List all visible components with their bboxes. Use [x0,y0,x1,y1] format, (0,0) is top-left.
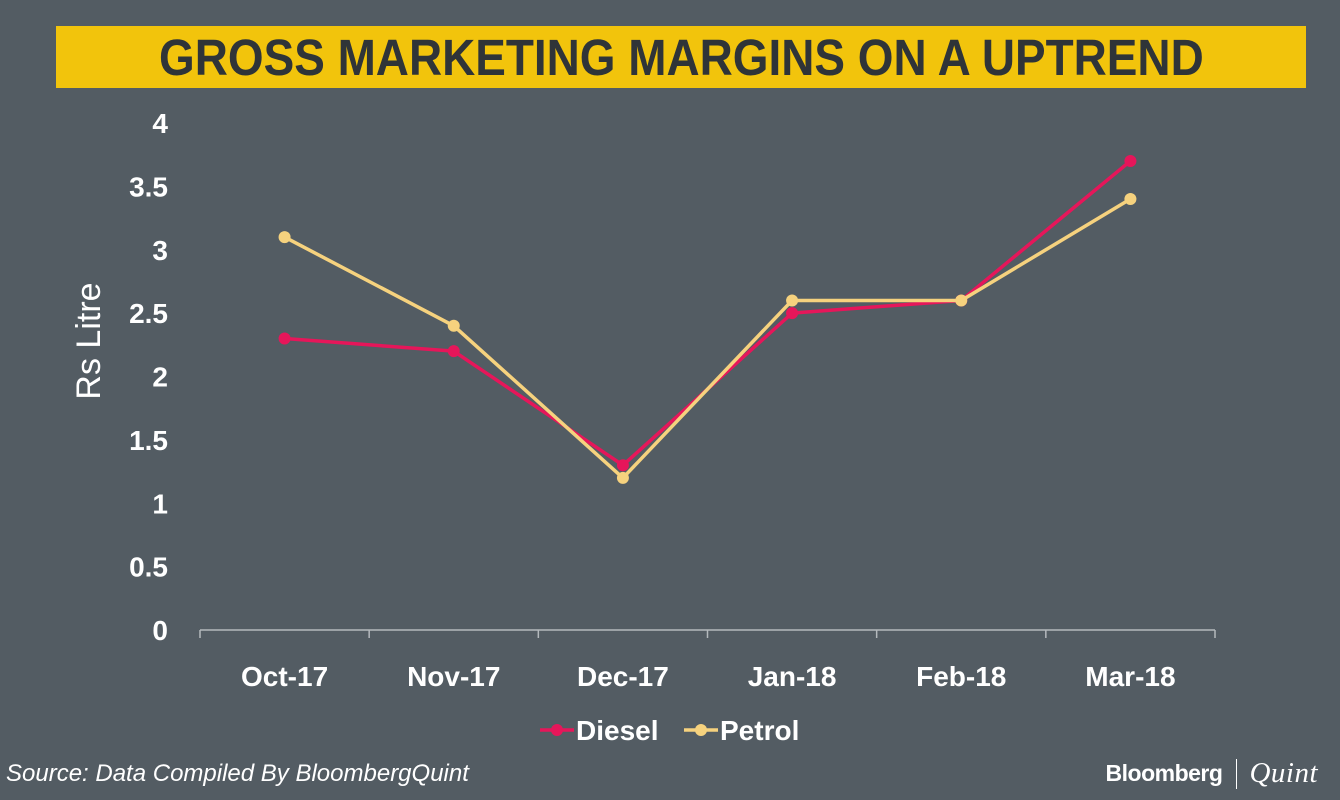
y-tick-label: 1 [152,488,168,519]
y-tick-label: 3 [152,235,168,266]
y-tick-label: 2.5 [129,298,168,329]
data-point-petrol [616,471,629,484]
x-tick-label: Dec-17 [577,661,669,692]
x-tick-label: Mar-18 [1085,661,1175,692]
data-point-diesel [447,345,460,358]
y-tick-label: 1.5 [129,425,168,456]
legend-label-petrol: Petrol [720,715,799,746]
y-tick-label: 3.5 [129,171,168,202]
logo-divider [1236,758,1238,789]
x-tick-label: Feb-18 [916,661,1006,692]
series-line-diesel [282,159,1133,467]
data-point-diesel [278,332,291,345]
legend-marker-petrol [695,724,707,736]
y-axis-label: Rs Litre [70,282,108,399]
logo-bloomberg: Bloomberg [1105,760,1223,786]
data-point-petrol [1124,193,1137,206]
y-tick-label: 2 [152,362,168,393]
data-point-petrol [447,319,460,332]
series-line-petrol [282,197,1133,480]
x-tick-label: Nov-17 [407,661,500,692]
brand-logo: Bloomberg Quint [1106,757,1318,790]
chart-title: GROSS MARKETING MARGINS ON A UPTREND [158,28,1204,86]
data-point-diesel [1124,155,1137,168]
logo-quint: Quint [1249,757,1318,789]
x-tick-label: Jan-18 [748,661,837,692]
y-tick-label: 0 [152,615,168,646]
data-point-petrol [955,294,968,307]
y-tick-label: 4 [152,108,168,139]
legend-label-diesel: Diesel [576,715,659,746]
legend-marker-diesel [551,724,563,736]
data-point-diesel [616,459,629,472]
y-tick-label: 0.5 [129,552,168,583]
data-point-petrol [786,294,799,307]
source-note: Source: Data Compiled By BloombergQuint [6,760,469,787]
data-point-diesel [786,307,799,320]
title-banner: GROSS MARKETING MARGINS ON A UPTREND [56,26,1306,88]
data-point-petrol [278,231,291,244]
x-tick-label: Oct-17 [241,661,328,692]
